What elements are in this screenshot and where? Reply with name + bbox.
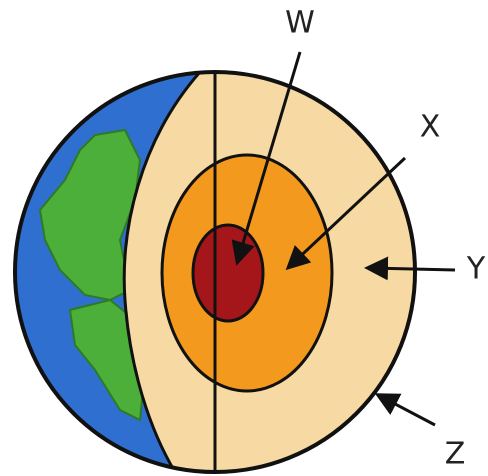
label-w: W	[285, 6, 315, 41]
arrows	[231, 51, 456, 427]
label-y: Y	[466, 252, 486, 287]
earth	[13, 70, 417, 474]
label-x: X	[420, 110, 441, 145]
label-z: Z	[445, 437, 466, 472]
